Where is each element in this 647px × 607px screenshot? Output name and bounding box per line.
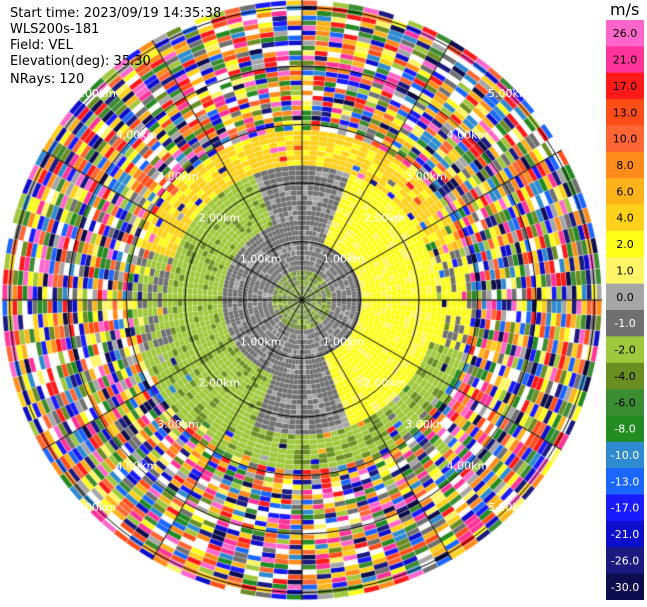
colorbar-tick-label: 26.0 xyxy=(613,27,638,40)
velocity-colorbar: 26.0 21.0 17.0 13.0 10.0 8.0 6.0 4.0 2.0 1.0 0.0 -1… xyxy=(606,20,644,600)
colorbar-tick-label: 0.0 xyxy=(616,291,634,304)
start-time-label: Start time: 2023/09/19 14:35:38 xyxy=(10,6,222,21)
colorbar-tick-label: -8.0 xyxy=(614,423,635,436)
colorbar-tick-label: 1.0 xyxy=(616,264,634,277)
colorbar-tick-label: -4.0 xyxy=(614,370,635,383)
colorbar-tick-label: -6.0 xyxy=(614,396,635,409)
instrument-label: WLS200s-181 xyxy=(10,22,100,37)
colorbar-segment xyxy=(606,178,644,206)
colorbar-segment xyxy=(606,441,644,469)
colorbar-segment xyxy=(606,283,644,311)
colorbar-segment xyxy=(606,204,644,232)
colorbar-segment xyxy=(606,125,644,153)
elevation-label: Elevation(deg): 35.30 xyxy=(10,54,151,69)
scan-metadata: Start time: 2023/09/19 14:35:38 WLS200s-… xyxy=(10,6,221,88)
field-label: Field: VEL xyxy=(10,38,73,53)
colorbar-segment xyxy=(606,20,644,47)
colorbar-segment xyxy=(606,310,644,337)
nrays-label: NRays: 120 xyxy=(10,72,85,87)
colorbar-segment xyxy=(606,336,644,364)
colorbar-tick-label: 8.0 xyxy=(616,159,634,172)
colorbar-tick-label: -30.0 xyxy=(611,581,639,594)
colorbar-segment xyxy=(606,46,644,74)
colorbar-unit: m/s xyxy=(610,0,640,19)
colorbar-tick-label: -10.0 xyxy=(611,449,639,462)
colorbar-tick-label: 6.0 xyxy=(616,185,634,198)
colorbar-tick-label: 4.0 xyxy=(616,212,634,225)
colorbar-segment xyxy=(606,494,644,522)
colorbar-tick-label: 2.0 xyxy=(616,238,634,251)
colorbar-segment xyxy=(606,389,644,416)
colorbar-tick-label: -26.0 xyxy=(611,554,639,567)
colorbar-segment xyxy=(606,415,644,443)
colorbar-tick-label: -13.0 xyxy=(611,475,639,488)
colorbar-segment xyxy=(606,72,644,100)
colorbar-tick-label: -2.0 xyxy=(614,344,635,357)
colorbar-tick-label: 21.0 xyxy=(613,54,638,67)
colorbar-segment xyxy=(606,573,644,600)
colorbar-segment xyxy=(606,230,644,258)
colorbar-tick-label: -17.0 xyxy=(611,502,639,515)
colorbar-segment xyxy=(606,468,644,496)
colorbar-segment xyxy=(606,362,644,390)
colorbar-tick-label: -1.0 xyxy=(614,317,635,330)
colorbar-tick-label: 10.0 xyxy=(613,133,638,146)
colorbar-segment xyxy=(606,99,644,126)
colorbar-tick-label: 17.0 xyxy=(613,80,638,93)
colorbar-segment xyxy=(606,151,644,179)
colorbar-segment xyxy=(606,520,644,548)
colorbar-tick-label: -21.0 xyxy=(611,528,639,541)
colorbar-segment xyxy=(606,547,644,575)
colorbar-segment xyxy=(606,257,644,285)
colorbar-tick-label: 13.0 xyxy=(613,106,638,119)
